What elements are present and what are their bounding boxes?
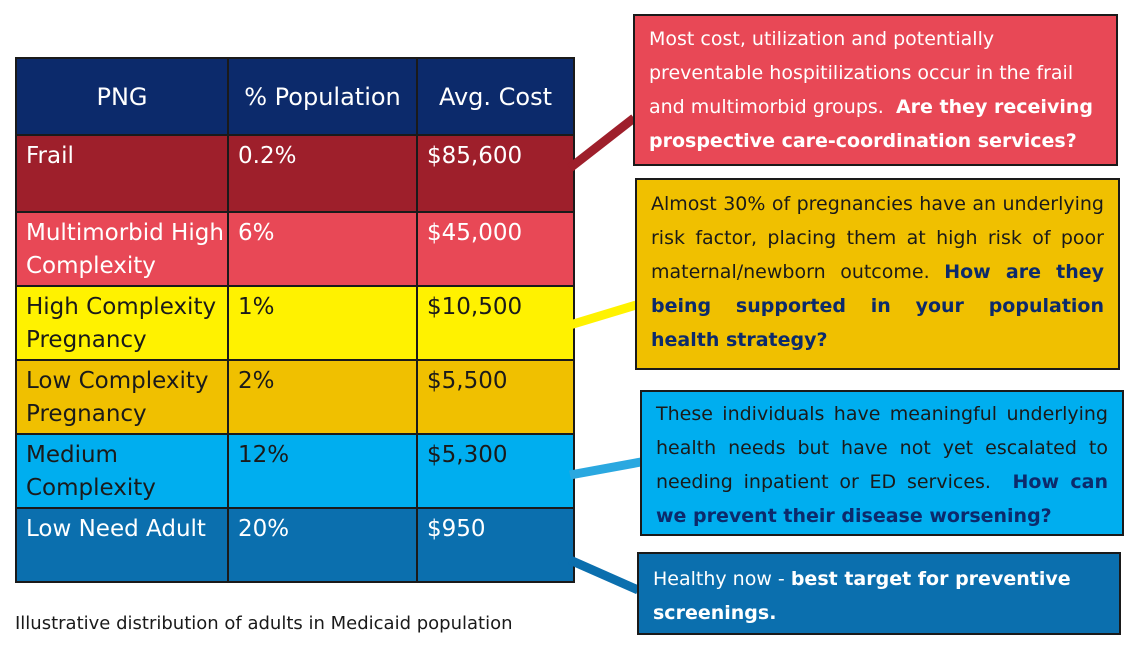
header-population: % Population	[227, 57, 418, 136]
cell-cost: $5,500	[416, 359, 575, 435]
cell-cost: $85,600	[416, 134, 575, 213]
cell-cost: $45,000	[416, 211, 575, 287]
cell-png: Low Complexity Pregnancy	[15, 359, 229, 435]
callout-medium-complexity: These individuals have meaningful underl…	[640, 390, 1124, 536]
cell-population: 20%	[227, 507, 418, 583]
cell-png: Frail	[15, 134, 229, 213]
table-row-medium-complexity: Medium Complexity 12% $5,300	[15, 433, 575, 509]
cell-cost: $950	[416, 507, 575, 583]
callout-pregnancy: Almost 30% of pregnancies have an underl…	[635, 178, 1120, 370]
callout-question: Are they receiving prospective care-coor…	[649, 96, 1093, 152]
connector-pregnancy	[568, 300, 638, 330]
connector-low-need	[568, 555, 640, 595]
cell-population: 1%	[227, 285, 418, 361]
cell-population: 12%	[227, 433, 418, 509]
callout-question: How can we prevent their disease worseni…	[656, 471, 1108, 527]
table-caption: Illustrative distribution of adults in M…	[15, 613, 513, 634]
cell-png: Medium Complexity	[15, 433, 229, 509]
callout-text: Almost 30% of pregnancies have an underl…	[651, 193, 1104, 283]
header-png: PNG	[15, 57, 229, 136]
png-cost-table: PNG % Population Avg. Cost Frail 0.2% $8…	[15, 57, 575, 583]
callout-question: How are they being supported in your pop…	[651, 261, 1104, 351]
cell-population: 6%	[227, 211, 418, 287]
cell-png: Multimorbid High Complexity	[15, 211, 229, 287]
table-header-row: PNG % Population Avg. Cost	[15, 57, 575, 136]
table-row-low-complexity-pregnancy: Low Complexity Pregnancy 2% $5,500	[15, 359, 575, 435]
cell-population: 2%	[227, 359, 418, 435]
table-row-multimorbid: Multimorbid High Complexity 6% $45,000	[15, 211, 575, 287]
cell-png: High Complexity Pregnancy	[15, 285, 229, 361]
cell-population: 0.2%	[227, 134, 418, 213]
callout-frail-multimorbid: Most cost, utilization and potentially p…	[633, 14, 1118, 166]
table-row-low-need-adult: Low Need Adult 20% $950	[15, 507, 575, 583]
connector-medium	[569, 457, 642, 480]
table-row-frail: Frail 0.2% $85,600	[15, 134, 575, 213]
header-avg-cost: Avg. Cost	[416, 57, 575, 136]
callout-text: These individuals have meaningful underl…	[656, 403, 1108, 493]
callout-low-need: Healthy now - best target for preventive…	[637, 552, 1121, 635]
cell-png: Low Need Adult	[15, 507, 229, 583]
callout-question: best target for preventive screenings.	[653, 568, 1071, 624]
callout-text: Healthy now -	[653, 568, 785, 590]
connector-frail	[567, 114, 637, 172]
callout-text: Most cost, utilization and potentially p…	[649, 28, 1074, 118]
cell-cost: $5,300	[416, 433, 575, 509]
